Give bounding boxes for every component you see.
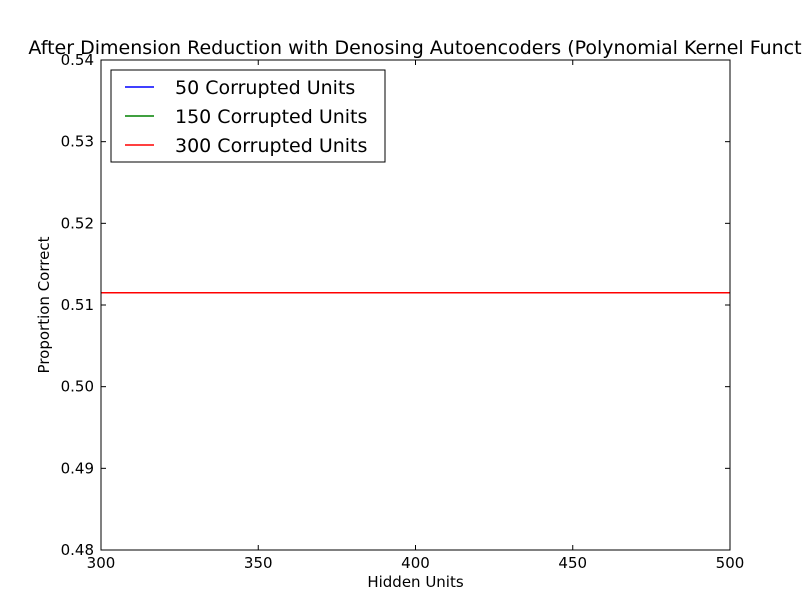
x-axis-label: Hidden Units bbox=[367, 573, 464, 591]
legend: 50 Corrupted Units 150 Corrupted Units 300… bbox=[110, 69, 386, 163]
legend-label-3: 300 Corrupted Units bbox=[175, 135, 367, 157]
y-tick-label: 0.50 bbox=[61, 378, 94, 396]
y-axis-label: Proportion Correct bbox=[35, 236, 53, 373]
y-tick-label: 0.51 bbox=[61, 296, 94, 314]
legend-label-1: 50 Corrupted Units bbox=[175, 77, 355, 99]
legend-label-2: 150 Corrupted Units bbox=[175, 106, 367, 128]
chart-title: After Dimension Reduction with Denosing … bbox=[28, 37, 801, 59]
legend-box bbox=[110, 69, 386, 163]
y-tick-label: 0.53 bbox=[61, 133, 94, 151]
y-tick-label: 0.52 bbox=[61, 214, 94, 232]
x-tick-label: 300 bbox=[87, 554, 116, 572]
plot-frame bbox=[100, 59, 731, 551]
x-tick-label: 400 bbox=[401, 554, 430, 572]
ticks-layer: 300 350 400 450 500 0.48 0.49 0.50 0.51 0.52 0.53 0… bbox=[61, 51, 745, 572]
x-tick-label: 350 bbox=[244, 554, 273, 572]
y-tick-label: 0.54 bbox=[61, 51, 94, 69]
x-tick-label: 450 bbox=[558, 554, 587, 572]
y-tick-label: 0.48 bbox=[61, 541, 94, 559]
x-tick-label: 500 bbox=[716, 554, 745, 572]
y-tick-label: 0.49 bbox=[61, 459, 94, 477]
